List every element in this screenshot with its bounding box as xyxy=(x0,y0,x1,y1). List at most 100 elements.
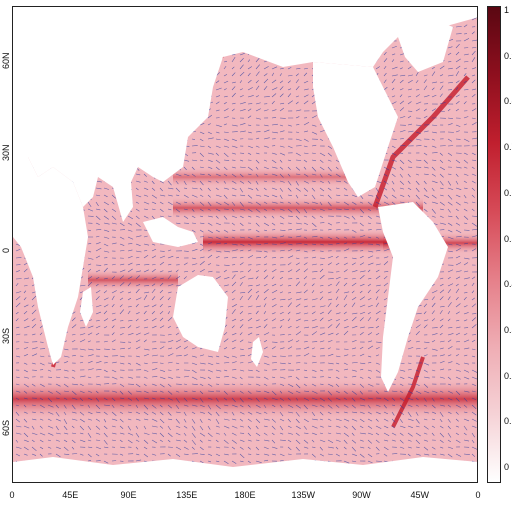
velocity-vector xyxy=(415,347,421,350)
velocity-vector xyxy=(343,460,350,464)
velocity-vector xyxy=(423,145,428,148)
velocity-vector xyxy=(135,303,139,308)
velocity-vector xyxy=(431,411,437,414)
velocity-vector xyxy=(255,145,260,148)
velocity-vector xyxy=(303,121,310,126)
velocity-vector xyxy=(255,290,259,294)
velocity-vector xyxy=(423,446,429,451)
velocity-vector xyxy=(239,201,244,207)
velocity-vector xyxy=(455,432,459,436)
velocity-vector xyxy=(279,215,285,219)
velocity-vector xyxy=(31,404,36,406)
velocity-vector xyxy=(295,376,300,380)
velocity-vector xyxy=(359,255,364,259)
velocity-vector xyxy=(103,404,110,407)
velocity-vector xyxy=(223,453,229,456)
velocity-vector xyxy=(119,397,125,399)
velocity-vector xyxy=(391,95,396,98)
velocity-vector xyxy=(247,243,252,246)
velocity-vector xyxy=(199,222,205,224)
velocity-vector xyxy=(167,255,174,259)
velocity-vector xyxy=(231,86,236,91)
map-canvas xyxy=(13,7,477,482)
velocity-vector xyxy=(199,397,204,403)
velocity-vector xyxy=(455,65,461,70)
velocity-vector xyxy=(439,180,444,186)
velocity-vector xyxy=(351,290,355,294)
velocity-vector xyxy=(311,263,317,266)
velocity-vector xyxy=(343,362,348,365)
velocity-vector xyxy=(127,236,134,240)
velocity-vector xyxy=(103,297,109,301)
velocity-vector xyxy=(463,138,470,142)
velocity-vector xyxy=(239,369,245,372)
velocity-vector xyxy=(359,346,364,350)
velocity-vector xyxy=(399,116,406,119)
velocity-vector xyxy=(15,257,22,259)
velocity-vector xyxy=(295,79,299,84)
velocity-vector xyxy=(119,263,125,266)
velocity-vector xyxy=(255,397,260,402)
velocity-vector xyxy=(175,256,180,259)
velocity-vector xyxy=(239,208,246,211)
velocity-vector xyxy=(23,362,28,365)
velocity-vector xyxy=(239,390,244,394)
velocity-vector xyxy=(247,173,252,176)
velocity-vector xyxy=(423,376,430,379)
velocity-vector xyxy=(151,361,158,364)
velocity-vector xyxy=(143,411,149,416)
velocity-vector xyxy=(295,124,300,126)
colorbar-tick-label: 0.5 xyxy=(504,233,512,244)
velocity-vector xyxy=(447,67,453,70)
velocity-vector xyxy=(127,418,132,421)
velocity-vector xyxy=(399,173,403,178)
velocity-vector xyxy=(399,383,404,386)
velocity-vector xyxy=(303,130,308,133)
velocity-vector xyxy=(207,187,211,192)
velocity-vector xyxy=(399,107,405,112)
velocity-vector xyxy=(463,242,469,245)
velocity-vector xyxy=(263,137,270,140)
velocity-vector xyxy=(271,404,276,407)
velocity-vector xyxy=(351,282,357,287)
velocity-vector xyxy=(247,79,252,84)
velocity-vector xyxy=(159,270,164,273)
velocity-vector xyxy=(455,208,459,212)
velocity-vector xyxy=(319,180,324,184)
velocity-vector xyxy=(63,418,68,425)
velocity-vector xyxy=(39,397,44,401)
velocity-vector xyxy=(79,453,84,456)
velocity-vector xyxy=(279,222,284,225)
velocity-vector xyxy=(439,296,444,301)
velocity-vector xyxy=(199,256,205,259)
lon-tick-label: 45E xyxy=(62,490,79,500)
velocity-vector xyxy=(87,243,92,245)
velocity-vector xyxy=(271,109,277,112)
velocity-vector xyxy=(447,159,452,162)
velocity-vector xyxy=(223,80,229,84)
velocity-vector xyxy=(255,319,260,322)
velocity-vector xyxy=(287,88,292,91)
velocity-vector xyxy=(247,446,251,450)
velocity-vector xyxy=(31,390,36,394)
velocity-vector xyxy=(327,145,332,149)
velocity-vector xyxy=(471,31,475,35)
velocity-vector xyxy=(295,318,301,322)
velocity-vector xyxy=(191,257,196,260)
velocity-vector xyxy=(199,215,204,218)
velocity-vector xyxy=(271,446,278,449)
velocity-vector xyxy=(239,71,245,77)
velocity-vector xyxy=(303,194,308,196)
velocity-vector xyxy=(135,222,141,228)
velocity-vector xyxy=(431,340,436,343)
velocity-vector xyxy=(151,404,157,409)
velocity-vector xyxy=(375,411,381,415)
velocity-vector xyxy=(87,276,93,280)
velocity-vector xyxy=(463,453,470,456)
velocity-vector xyxy=(439,453,445,456)
velocity-vector xyxy=(95,383,101,386)
velocity-vector xyxy=(327,208,333,210)
velocity-vector xyxy=(383,404,387,409)
velocity-vector xyxy=(95,187,102,190)
velocity-vector xyxy=(415,383,420,387)
